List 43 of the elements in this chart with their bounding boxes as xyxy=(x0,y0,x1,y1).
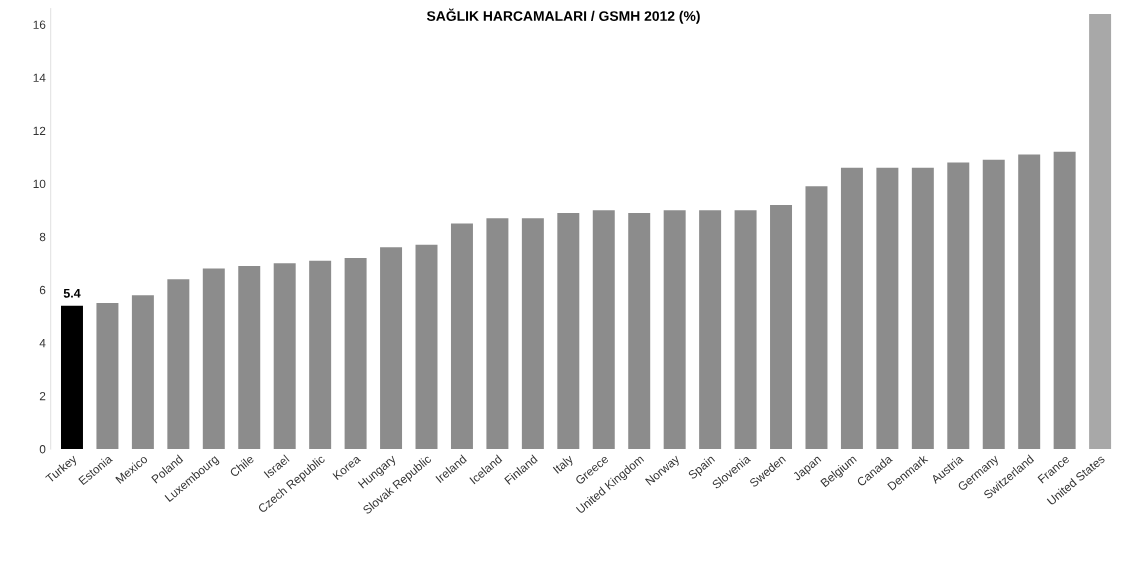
bar xyxy=(309,260,332,450)
bar xyxy=(770,204,793,450)
bar xyxy=(344,257,367,450)
x-tick-label: Italy xyxy=(552,453,576,476)
bar xyxy=(273,263,296,450)
bar xyxy=(202,268,225,450)
y-tick-label: 12 xyxy=(33,126,46,135)
y-tick-label: 6 xyxy=(39,285,46,295)
y-tick-label: 14 xyxy=(33,73,46,82)
bar xyxy=(947,162,970,450)
y-tick-label: 8 xyxy=(39,232,46,242)
bar xyxy=(380,247,403,450)
bar xyxy=(238,265,261,450)
x-tick-label: Chile xyxy=(229,454,255,478)
bar xyxy=(840,167,863,450)
bar xyxy=(663,210,686,450)
bar xyxy=(415,244,438,450)
bar xyxy=(628,212,651,450)
bar xyxy=(699,210,722,450)
bar xyxy=(1018,154,1041,450)
data-label: 5.4 xyxy=(63,289,81,298)
bar xyxy=(521,218,544,450)
bar xyxy=(486,218,509,450)
y-tick-label: 10 xyxy=(33,179,46,189)
bar xyxy=(876,167,899,450)
bar xyxy=(911,167,934,450)
y-tick-label: 0 xyxy=(39,445,46,454)
bar xyxy=(450,223,473,450)
bar xyxy=(734,210,757,450)
bar xyxy=(61,305,83,450)
bar xyxy=(1053,151,1076,450)
bar xyxy=(96,303,119,450)
chart-title: SAĞLIK HARCAMALARI / GSMH 2012 (%) xyxy=(426,8,700,24)
y-tick-label: 2 xyxy=(39,391,46,401)
bar xyxy=(131,295,154,450)
y-tick-label: 16 xyxy=(33,20,46,29)
bar xyxy=(557,212,580,450)
bar xyxy=(1089,13,1112,450)
bar xyxy=(982,159,1005,450)
bar xyxy=(592,210,615,450)
bar xyxy=(805,186,828,450)
y-tick-label: 4 xyxy=(39,339,46,348)
bar xyxy=(167,279,190,450)
